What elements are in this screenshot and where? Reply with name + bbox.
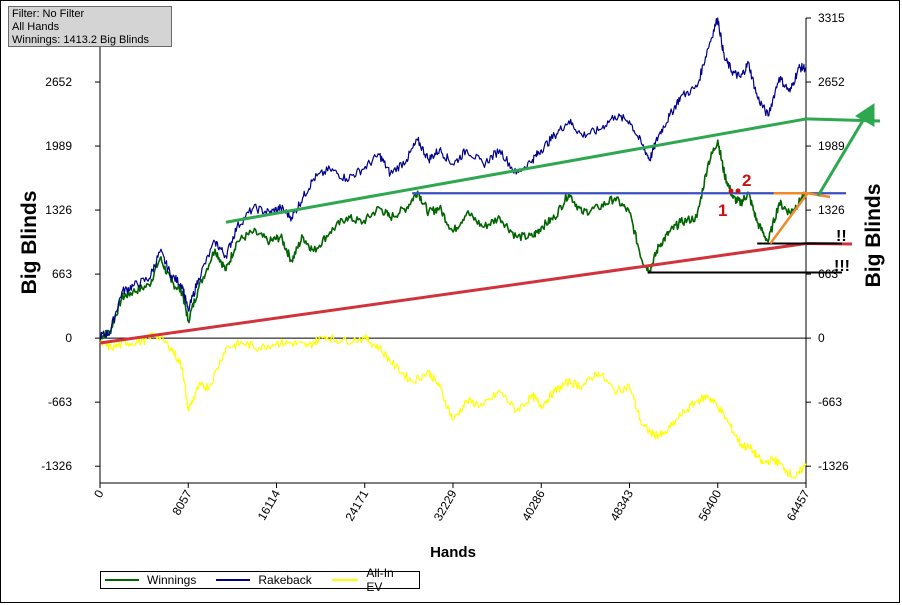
breakout-arrow-head bbox=[855, 103, 875, 127]
y-tick-label-left: 0 bbox=[65, 331, 72, 345]
marker-label-1: 1 bbox=[718, 201, 727, 220]
y-axis-title-left: Big Blinds bbox=[18, 191, 41, 295]
legend-swatch-rakeback bbox=[216, 579, 251, 581]
x-axis-title: Hands bbox=[430, 544, 476, 561]
series-line-rakeback bbox=[99, 17, 807, 341]
y-tick-label-left: 663 bbox=[52, 267, 72, 281]
chart-legend: Winnings Rakeback All-In EV bbox=[100, 566, 420, 594]
legend-label-winnings: Winnings bbox=[147, 573, 197, 587]
x-tick-label: 16114 bbox=[255, 487, 284, 522]
marker-label-2: 2 bbox=[742, 171, 751, 190]
marker-label-double-exclaim: !! bbox=[836, 228, 847, 245]
x-tick-label: 48343 bbox=[607, 487, 636, 523]
x-tick-label: 24171 bbox=[343, 487, 372, 523]
y-tick-label-left: 2652 bbox=[45, 75, 72, 89]
x-tick-label: 56400 bbox=[696, 487, 725, 523]
breakout-arrow-shaft bbox=[816, 111, 870, 197]
y-tick-label-right: 3315 bbox=[818, 11, 845, 25]
filter-text: Filter: No Filter bbox=[12, 8, 85, 20]
y-tick-label-left: -1326 bbox=[41, 459, 72, 473]
legend-swatch-allin-ev bbox=[331, 579, 359, 581]
x-tick-label: 40286 bbox=[519, 487, 548, 523]
y-tick-label-right: 663 bbox=[818, 267, 838, 281]
y-tick-label-right: 1989 bbox=[818, 139, 845, 153]
marker-label-triple-exclaim: !!! bbox=[834, 258, 850, 275]
legend-label-rakeback: Rakeback bbox=[258, 573, 312, 587]
x-tick-label: 32229 bbox=[431, 487, 460, 523]
y-tick-label-left: -663 bbox=[48, 395, 72, 409]
y-axis-title-right: Big Blinds bbox=[862, 184, 885, 288]
chart-labels: 2652198913266630-663-1326331526521989132… bbox=[18, 11, 885, 561]
marker-dot-1 bbox=[728, 188, 734, 194]
x-tick-label: 8057 bbox=[169, 487, 195, 517]
y-tick-label-left: 1326 bbox=[45, 203, 72, 217]
series-line-winnings bbox=[99, 139, 807, 340]
trend-line-green-support bbox=[225, 117, 807, 224]
legend-item-rakeback: Rakeback bbox=[216, 573, 327, 587]
trend-line-red-support bbox=[99, 242, 807, 345]
marker-dot-2 bbox=[735, 188, 741, 194]
legend-label-allin-ev: All-In EV bbox=[366, 566, 394, 594]
legend-swatch-winnings bbox=[105, 579, 139, 581]
y-tick-label-right: -1326 bbox=[818, 459, 849, 473]
chart-axes bbox=[95, 17, 811, 488]
y-tick-label-right: 0 bbox=[818, 331, 825, 345]
hands-filter-text: All Hands bbox=[12, 21, 60, 33]
series-line-all-in-ev bbox=[99, 331, 807, 479]
y-tick-label-right: 1326 bbox=[818, 203, 845, 217]
legend-item-winnings: Winnings bbox=[105, 573, 212, 587]
filter-info-panel: Filter: No Filter All Hands Winnings: 14… bbox=[8, 6, 172, 47]
chart-lines bbox=[99, 17, 807, 479]
y-tick-label-left: 1989 bbox=[45, 139, 72, 153]
winnings-summary-text: Winnings: 1413.2 Big Blinds bbox=[12, 34, 149, 46]
y-tick-label-right: -663 bbox=[818, 395, 842, 409]
legend-item-allin-ev: All-In EV bbox=[331, 566, 419, 594]
x-tick-label: 0 bbox=[91, 487, 107, 500]
y-tick-label-right: 2652 bbox=[818, 75, 845, 89]
trend-overlays bbox=[99, 103, 881, 345]
x-tick-label: 64457 bbox=[784, 487, 813, 523]
